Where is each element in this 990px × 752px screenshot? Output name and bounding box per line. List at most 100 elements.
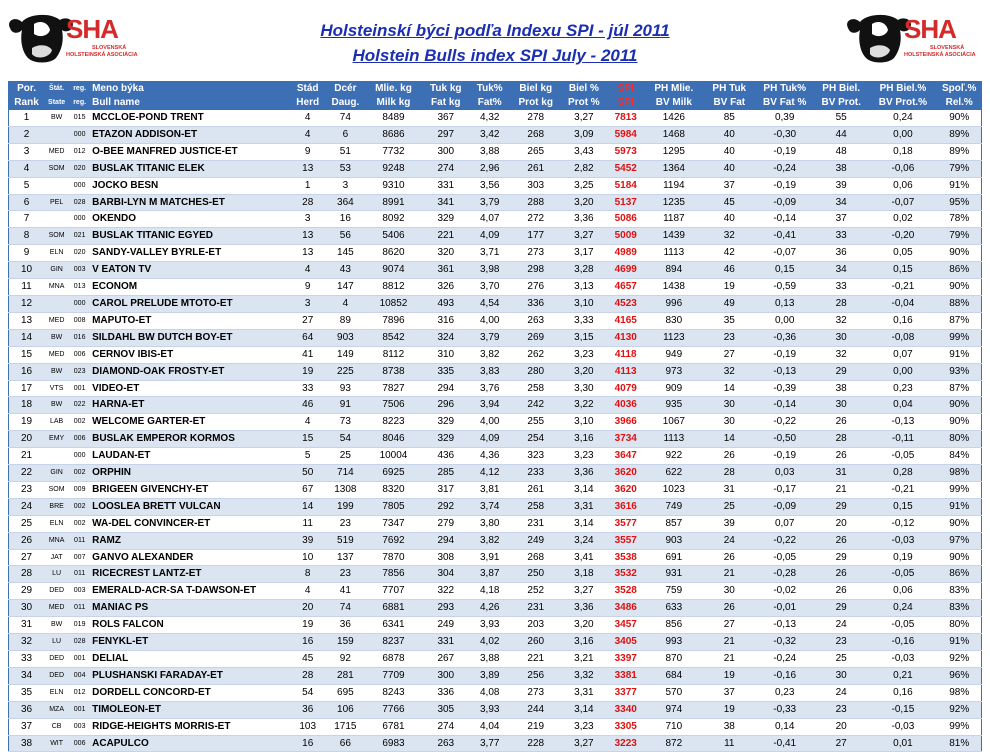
column-header: Dcér bbox=[334, 83, 357, 94]
table-cell: 974 bbox=[665, 703, 683, 715]
table-cell: 009 bbox=[73, 485, 86, 493]
table-cell: 26 bbox=[20, 534, 33, 546]
table-cell: 19 bbox=[723, 669, 735, 681]
table-cell: -0,01 bbox=[773, 602, 797, 614]
table-cell: 3532 bbox=[614, 568, 637, 580]
table-cell: 273 bbox=[527, 686, 545, 698]
table-cell: 29 bbox=[835, 365, 847, 377]
table-row: 6 PEL 028 BARBI-LYN M MATCHES-ET 28 364 8991 34… bbox=[8, 194, 982, 211]
table-cell: 33 bbox=[835, 281, 847, 293]
table-cell: 39 bbox=[302, 534, 314, 546]
page-title: Holsteinskí býci podľa Indexu SPI - júl … bbox=[250, 18, 740, 68]
table-cell: 19 bbox=[302, 365, 314, 377]
table-cell: 24 bbox=[835, 686, 847, 698]
title-slovak: Holsteinskí býci podľa Indexu SPI - júl … bbox=[320, 21, 670, 40]
table-cell: 38 bbox=[723, 720, 735, 732]
table-cell: 0,07 bbox=[893, 348, 913, 360]
table-cell: 27 bbox=[723, 348, 735, 360]
table-cell: 11 bbox=[302, 517, 313, 529]
table-cell: 3,31 bbox=[574, 500, 594, 512]
table-cell: JOCKO BESN bbox=[92, 179, 159, 191]
table-cell: 28 bbox=[723, 467, 735, 479]
column-header: reg. bbox=[73, 85, 87, 92]
table-cell: 336 bbox=[437, 686, 455, 698]
table-cell: 15 bbox=[20, 348, 33, 360]
table-cell: 3,36 bbox=[574, 467, 594, 479]
table-cell: 022 bbox=[73, 401, 86, 409]
table-cell: 11 bbox=[21, 281, 32, 293]
table-cell: 5086 bbox=[614, 213, 637, 225]
table-cell: 19 bbox=[20, 416, 33, 428]
table-cell: 0,23 bbox=[774, 686, 795, 698]
table-row: 25 ELN 002 WA-DEL CONVINCER-ET 11 23 7347 279 3,… bbox=[8, 515, 982, 533]
table-cell: 3,31 bbox=[574, 686, 594, 698]
table-cell: 001 bbox=[73, 655, 86, 662]
table-cell: 3,20 bbox=[574, 196, 594, 208]
table-cell: -0,03 bbox=[891, 653, 915, 664]
table-cell: 002 bbox=[73, 418, 86, 426]
table-cell: 3,22 bbox=[574, 399, 594, 411]
table-cell: BUSLAK TITANIC EGYED bbox=[92, 230, 214, 242]
table-cell: 331 bbox=[437, 636, 455, 648]
table-cell: 303 bbox=[527, 179, 545, 191]
table-cell: 10852 bbox=[379, 297, 408, 309]
table-cell: 32 bbox=[835, 314, 847, 326]
table-cell: -0,22 bbox=[773, 534, 797, 546]
table-cell: 13 bbox=[302, 162, 314, 174]
table-cell: 894 bbox=[665, 264, 683, 276]
table-cell: 231 bbox=[527, 517, 545, 529]
table-cell: 0,28 bbox=[893, 467, 913, 479]
logo-text: SHA bbox=[904, 14, 957, 44]
table-cell: 7813 bbox=[614, 112, 637, 123]
table-cell: 922 bbox=[665, 450, 683, 462]
logo-text: SHA bbox=[66, 14, 119, 44]
table-cell: 3,27 bbox=[574, 737, 594, 749]
table-cell: 16 bbox=[339, 213, 351, 225]
table-cell: 3405 bbox=[614, 636, 637, 648]
table-cell: SOM bbox=[48, 164, 65, 172]
table-cell: -0,33 bbox=[773, 703, 797, 715]
table-cell: WA-DEL CONVINCER-ET bbox=[92, 517, 211, 529]
table-cell: -0,50 bbox=[773, 433, 797, 445]
table-cell: 3,88 bbox=[479, 145, 500, 157]
table-cell: 1 bbox=[23, 112, 30, 123]
column-header: BV Fat % bbox=[763, 97, 807, 108]
holstein-cow-head-icon bbox=[9, 14, 73, 63]
table-cell: 856 bbox=[665, 619, 683, 631]
table-cell: 1023 bbox=[662, 483, 685, 495]
table-cell: 21 bbox=[723, 636, 735, 648]
table-cell: 3,36 bbox=[574, 213, 594, 225]
table-cell: 177 bbox=[527, 230, 545, 242]
table-cell: 43 bbox=[339, 264, 351, 276]
table-cell: 015 bbox=[73, 114, 86, 121]
table-cell: 3,20 bbox=[574, 365, 594, 377]
table-cell: 3,77 bbox=[479, 737, 500, 749]
table-cell: HARNA-ET bbox=[92, 399, 145, 411]
table-cell: 320 bbox=[437, 247, 455, 259]
table-cell: 0,03 bbox=[774, 467, 795, 479]
table-cell: 12 bbox=[20, 297, 33, 309]
table-cell bbox=[44, 448, 69, 465]
table-cell: 331 bbox=[437, 179, 455, 191]
table-cell: 304 bbox=[437, 568, 455, 580]
table-cell: 249 bbox=[437, 619, 455, 631]
table-cell: GIN bbox=[50, 469, 63, 477]
table-cell: 3620 bbox=[614, 467, 637, 479]
table-cell: -0,24 bbox=[773, 162, 797, 174]
table-cell: 29 bbox=[835, 602, 847, 614]
table-cell: 749 bbox=[665, 500, 683, 512]
table-cell: 22 bbox=[20, 467, 33, 479]
table-cell: 0,06 bbox=[893, 179, 913, 191]
table-cell: 20 bbox=[20, 433, 33, 445]
table-cell: 935 bbox=[665, 399, 683, 411]
table-cell: -0,13 bbox=[773, 365, 797, 377]
table-cell: 020 bbox=[73, 164, 86, 172]
column-header: Herd bbox=[296, 97, 320, 108]
table-cell: 012 bbox=[73, 688, 86, 696]
table-cell: 3,09 bbox=[574, 128, 594, 140]
table-cell: 199 bbox=[337, 500, 354, 512]
table-cell: 903 bbox=[665, 534, 683, 546]
table-cell: 38 bbox=[835, 162, 847, 174]
table-cell: 6881 bbox=[382, 602, 405, 614]
table-cell: 51 bbox=[339, 145, 351, 157]
